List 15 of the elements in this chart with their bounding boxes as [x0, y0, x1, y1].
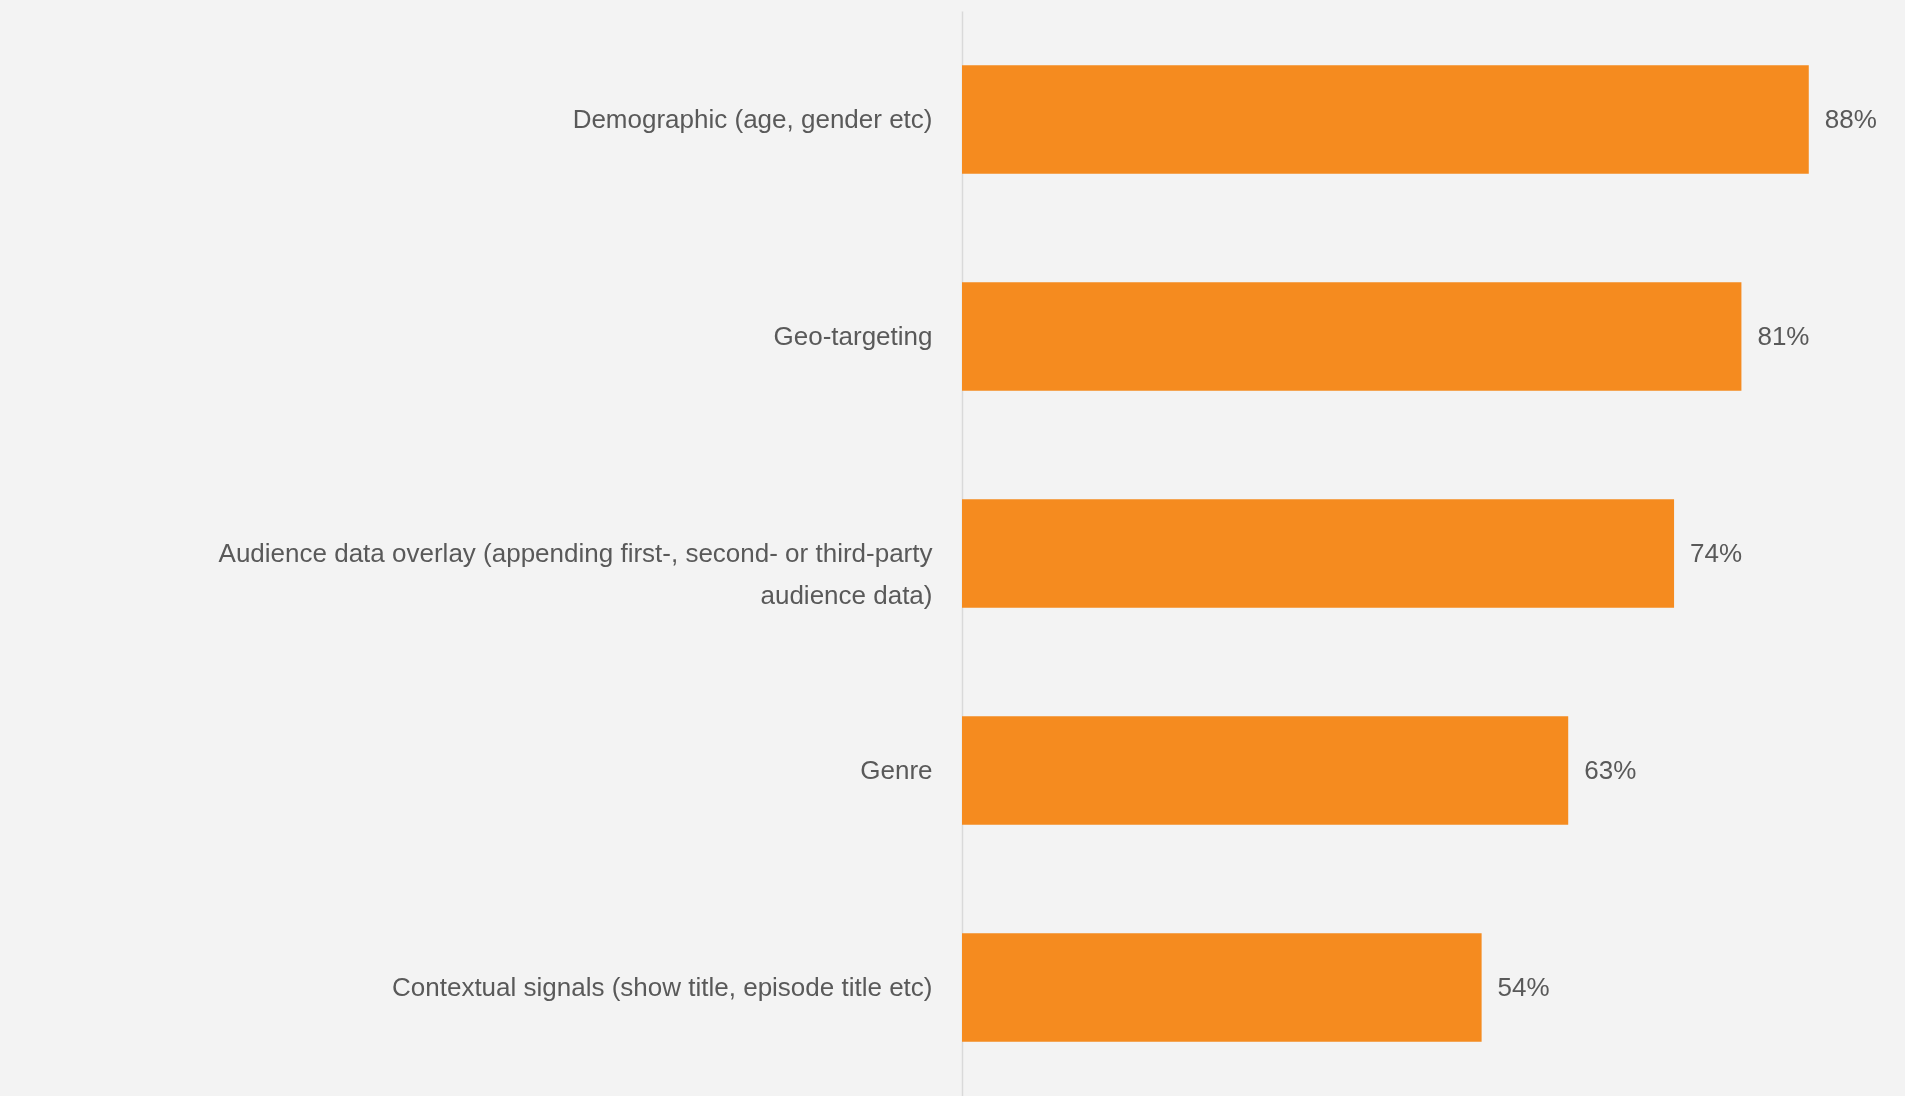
data-label: 81% [1757, 320, 1810, 351]
bar [962, 716, 1569, 825]
y-tick-label: Geo-targeting [773, 320, 933, 351]
bar [962, 933, 1482, 1042]
y-tick-label: Audience data overlay (appending first-, second- or third-party audience data) [218, 537, 933, 610]
bar [962, 65, 1809, 174]
data-label: 63% [1584, 754, 1637, 785]
data-label: 54% [1497, 971, 1550, 1002]
data-label: 74% [1690, 537, 1743, 568]
bar [962, 499, 1675, 608]
y-tick-label: Contextual signals (show title, episode title etc) [392, 971, 933, 1002]
bar [962, 282, 1742, 391]
data-label: 88% [1824, 103, 1877, 134]
y-tick-label: Genre [860, 754, 933, 785]
y-tick-label: Demographic (age, gender etc) [572, 103, 933, 134]
